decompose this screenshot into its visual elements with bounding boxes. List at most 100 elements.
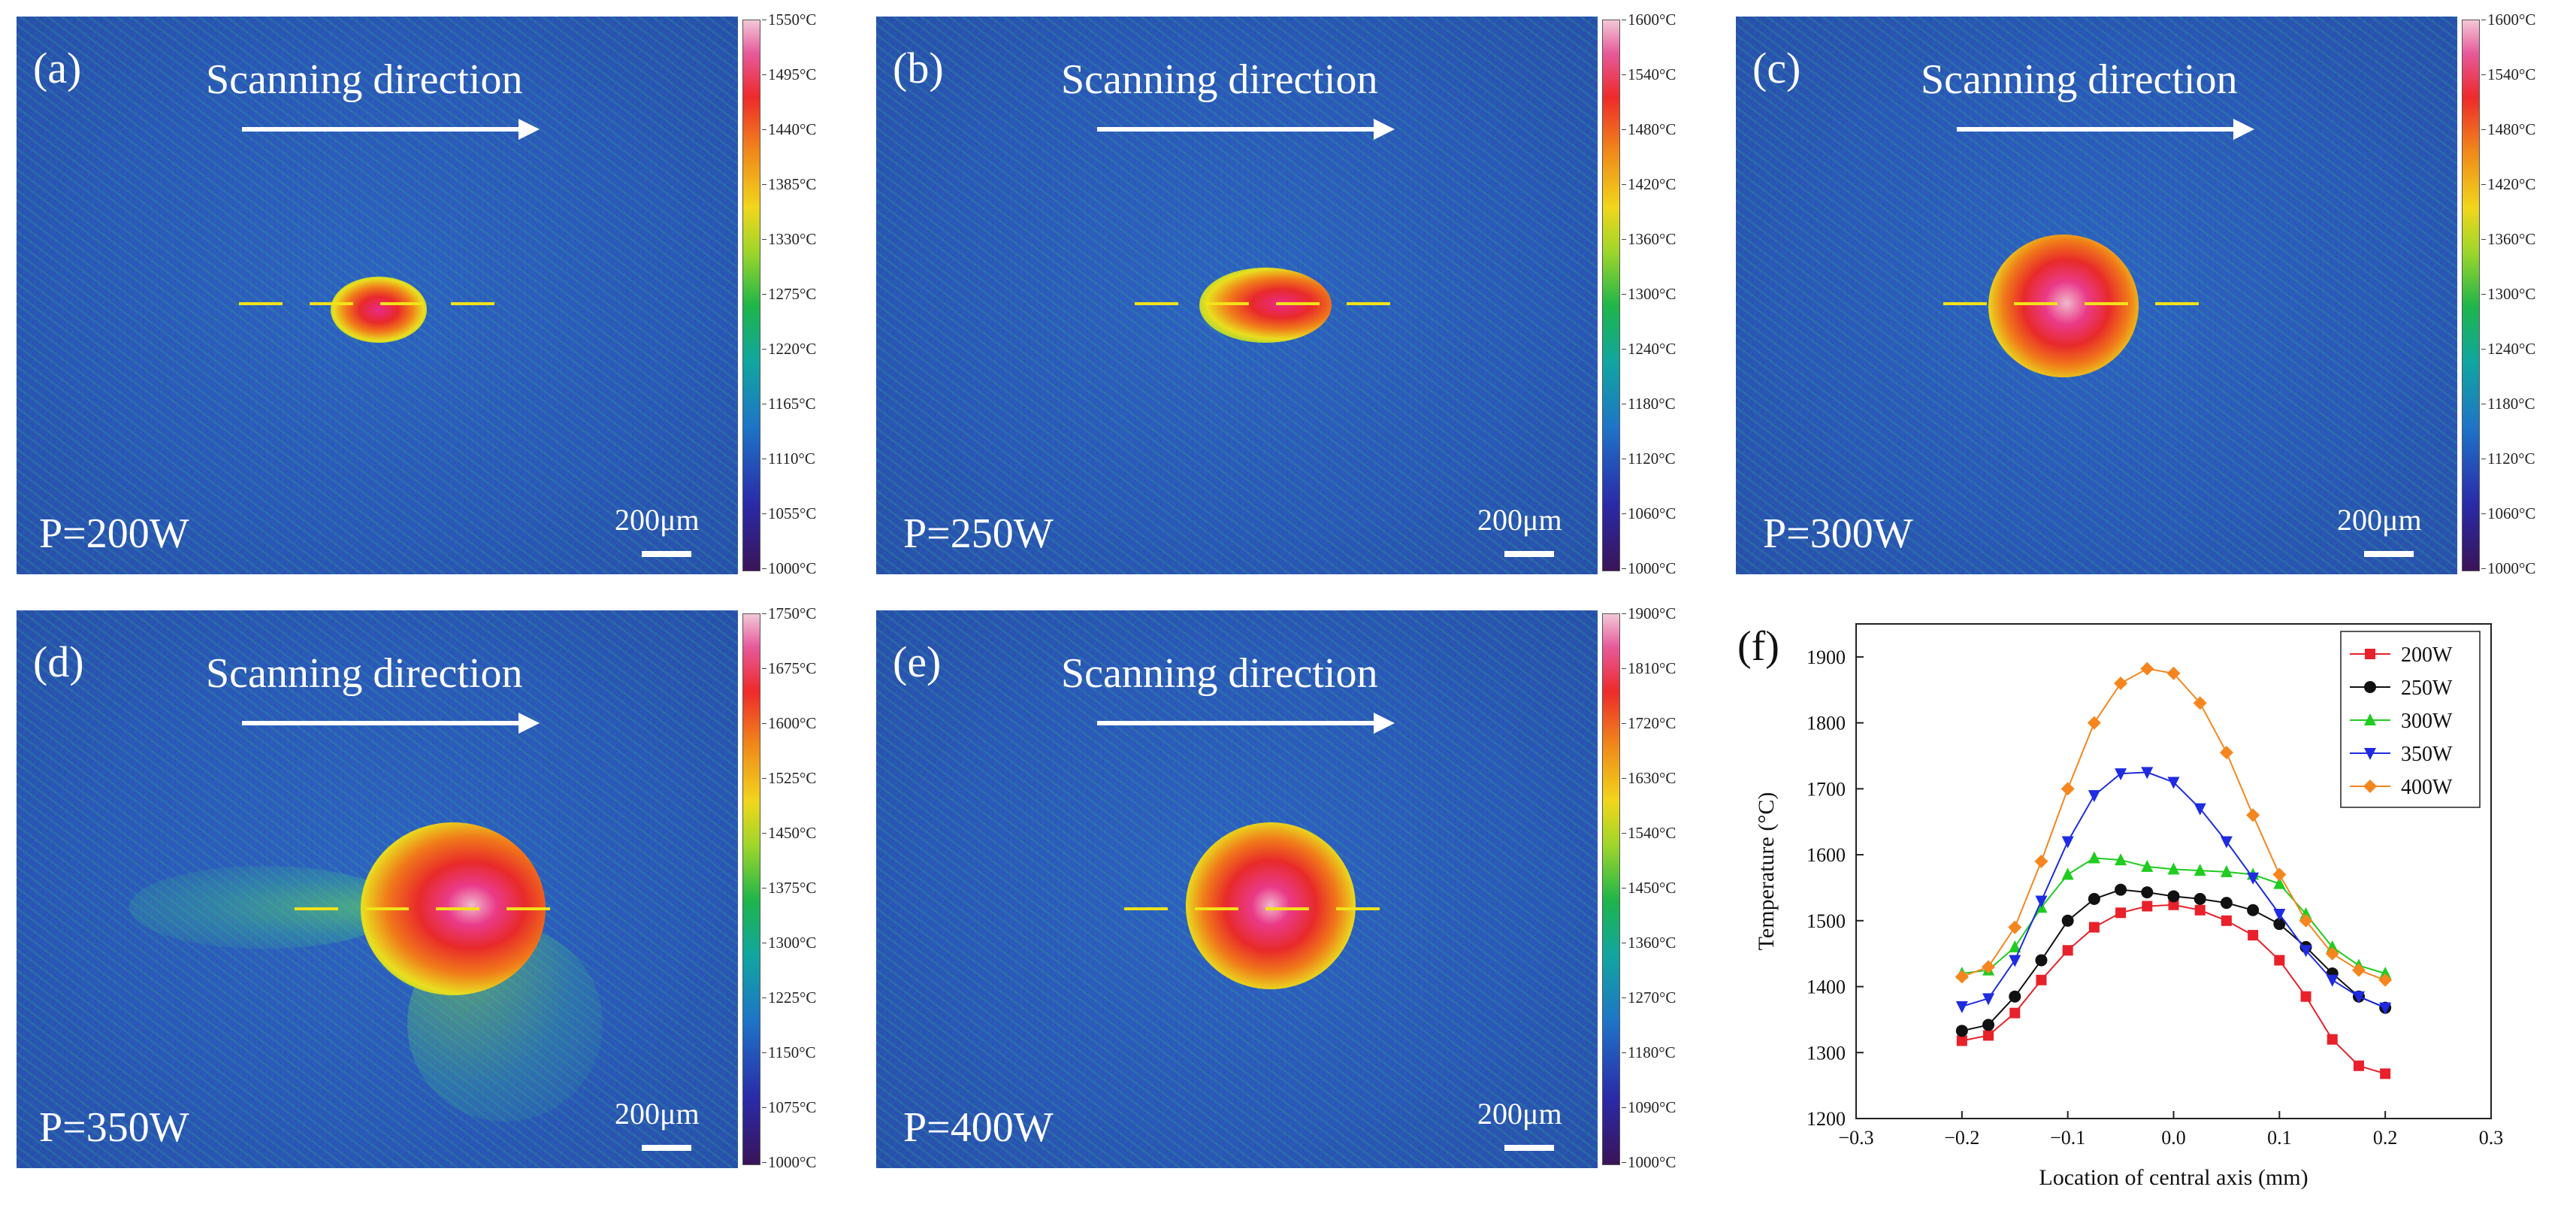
- colorbar-tick: 1600°C: [761, 714, 817, 732]
- data-point-250W: [1955, 1025, 1968, 1037]
- colorbar-tick: 1120°C: [1622, 450, 1676, 468]
- y-tick-label: 1900: [1807, 646, 1846, 668]
- data-point-250W: [2167, 890, 2180, 903]
- melt-pool-a: [331, 277, 427, 343]
- colorbar-tick: 1385°C: [761, 175, 817, 193]
- data-point-200W: [1983, 1030, 1994, 1041]
- data-point-200W: [2380, 1068, 2391, 1079]
- data-point-300W: [2194, 864, 2206, 876]
- melt-pool-e: [1186, 822, 1356, 989]
- data-point-250W: [2061, 914, 2074, 927]
- data-point-250W: [2273, 918, 2286, 931]
- y-tick-label: 1200: [1807, 1108, 1846, 1130]
- data-point-250W: [2035, 954, 2048, 967]
- colorbar-tick: 1480°C: [2481, 120, 2536, 138]
- data-point-200W: [2248, 930, 2259, 941]
- data-point-300W: [2088, 851, 2100, 864]
- y-tick-label: 1800: [1807, 713, 1846, 734]
- colorbar-b: [1602, 20, 1620, 571]
- scanning-direction-label-d: Scanning direction: [206, 650, 523, 697]
- data-point-300W: [2379, 966, 2392, 979]
- colorbar-tick: 1330°C: [761, 230, 817, 248]
- data-point-200W: [2300, 991, 2311, 1002]
- thermal-image-a: (a) Scanning direction P=200W 200μm: [17, 17, 738, 574]
- colorbar-tick: 1600°C: [2481, 11, 2536, 29]
- colorbar-tick: 1440°C: [761, 120, 817, 138]
- data-point-400W: [2060, 782, 2075, 796]
- data-point-400W: [2299, 913, 2313, 928]
- data-point-350W: [2379, 1002, 2392, 1015]
- data-point-350W: [2035, 895, 2048, 908]
- central-axis-c: [1943, 302, 2221, 305]
- data-point-200W: [2221, 915, 2232, 926]
- scale-bar-a: [642, 551, 691, 557]
- colorbar-tick: 1360°C: [1621, 934, 1677, 952]
- data-point-350W: [2273, 909, 2286, 922]
- colorbar-tick: 1240°C: [2481, 340, 2536, 358]
- data-point-300W: [2273, 876, 2286, 889]
- thermal-image-c: (c) Scanning direction P=300W 200μm: [1736, 17, 2457, 574]
- scale-label-b: 200μm: [1477, 503, 1562, 537]
- data-point-350W: [2088, 790, 2100, 803]
- scale-label-e: 200μm: [1477, 1097, 1562, 1131]
- data-point-200W: [2009, 1007, 2021, 1019]
- colorbar-tick: 1450°C: [1621, 879, 1677, 897]
- data-point-200W: [1956, 1035, 1967, 1046]
- data-point-400W: [1955, 970, 1969, 984]
- data-point-200W: [2353, 1060, 2364, 1071]
- data-point-200W: [2142, 901, 2153, 912]
- power-label-a: P=200W: [39, 510, 189, 557]
- data-point-200W: [2115, 907, 2127, 919]
- colorbar-tick: 1000°C: [1621, 1153, 1677, 1171]
- colorbar-tick: 1180°C: [2481, 395, 2535, 413]
- data-point-350W: [1982, 993, 1995, 1006]
- scale-label-a: 200μm: [615, 503, 700, 537]
- panel-label-d: (d): [33, 637, 84, 686]
- power-label-e: P=400W: [903, 1104, 1054, 1151]
- data-point-400W: [2246, 808, 2260, 822]
- legend-label-200W: 200W: [2401, 643, 2453, 667]
- data-point-400W: [2378, 973, 2393, 987]
- colorbar-tick: 1495°C: [761, 65, 817, 83]
- data-point-200W: [2194, 904, 2206, 916]
- colorbar-tick: 1225°C: [761, 988, 817, 1007]
- colorbar-tick: 1540°C: [1621, 65, 1677, 83]
- scanning-direction-arrow-a: [242, 119, 540, 140]
- data-point-350W: [2009, 955, 2021, 967]
- colorbar-tick: 1810°C: [1621, 659, 1677, 677]
- data-point-200W: [2168, 899, 2179, 910]
- colorbar-tick: 1055°C: [761, 504, 817, 522]
- scanning-direction-arrow-b: [1097, 119, 1395, 140]
- data-point-400W: [2008, 920, 2022, 934]
- colorbar-tick: 1165°C: [762, 395, 816, 413]
- data-point-400W: [2166, 666, 2181, 680]
- series-line-250W: [1961, 889, 2386, 1032]
- colorbar-tick: 1600°C: [1621, 11, 1677, 29]
- central-axis-d: [295, 907, 573, 910]
- power-label-c: P=300W: [1763, 510, 1913, 557]
- data-point-400W: [2114, 676, 2128, 690]
- colorbar-tick: 1150°C: [762, 1043, 816, 1061]
- colorbar-tick: 1480°C: [1621, 120, 1677, 138]
- central-axis-e: [1124, 907, 1402, 910]
- scale-bar-e: [1504, 1145, 1554, 1151]
- scanning-direction-label-b: Scanning direction: [1061, 56, 1378, 103]
- central-axis-a: [239, 302, 517, 305]
- x-tick-label: −0.1: [2050, 1127, 2085, 1149]
- legend-label-250W: 250W: [2401, 677, 2453, 700]
- data-point-400W: [2219, 746, 2233, 760]
- colorbar-tick: 1630°C: [1621, 769, 1677, 787]
- data-point-300W: [2167, 862, 2180, 875]
- power-label-d: P=350W: [39, 1104, 189, 1151]
- x-tick-label: −0.2: [1944, 1127, 1979, 1149]
- colorbar-tick: 1000°C: [1621, 559, 1677, 577]
- legend-label-350W: 350W: [2401, 743, 2453, 766]
- data-point-300W: [2061, 867, 2074, 880]
- data-point-250W: [2247, 904, 2260, 916]
- data-point-200W: [2327, 1034, 2338, 1045]
- y-tick-label: 1600: [1807, 844, 1846, 866]
- data-point-400W: [2140, 662, 2154, 676]
- power-label-b: P=250W: [903, 510, 1054, 557]
- colorbar-tick: 1180°C: [1622, 1043, 1676, 1061]
- scanning-direction-arrow-c: [1957, 119, 2254, 140]
